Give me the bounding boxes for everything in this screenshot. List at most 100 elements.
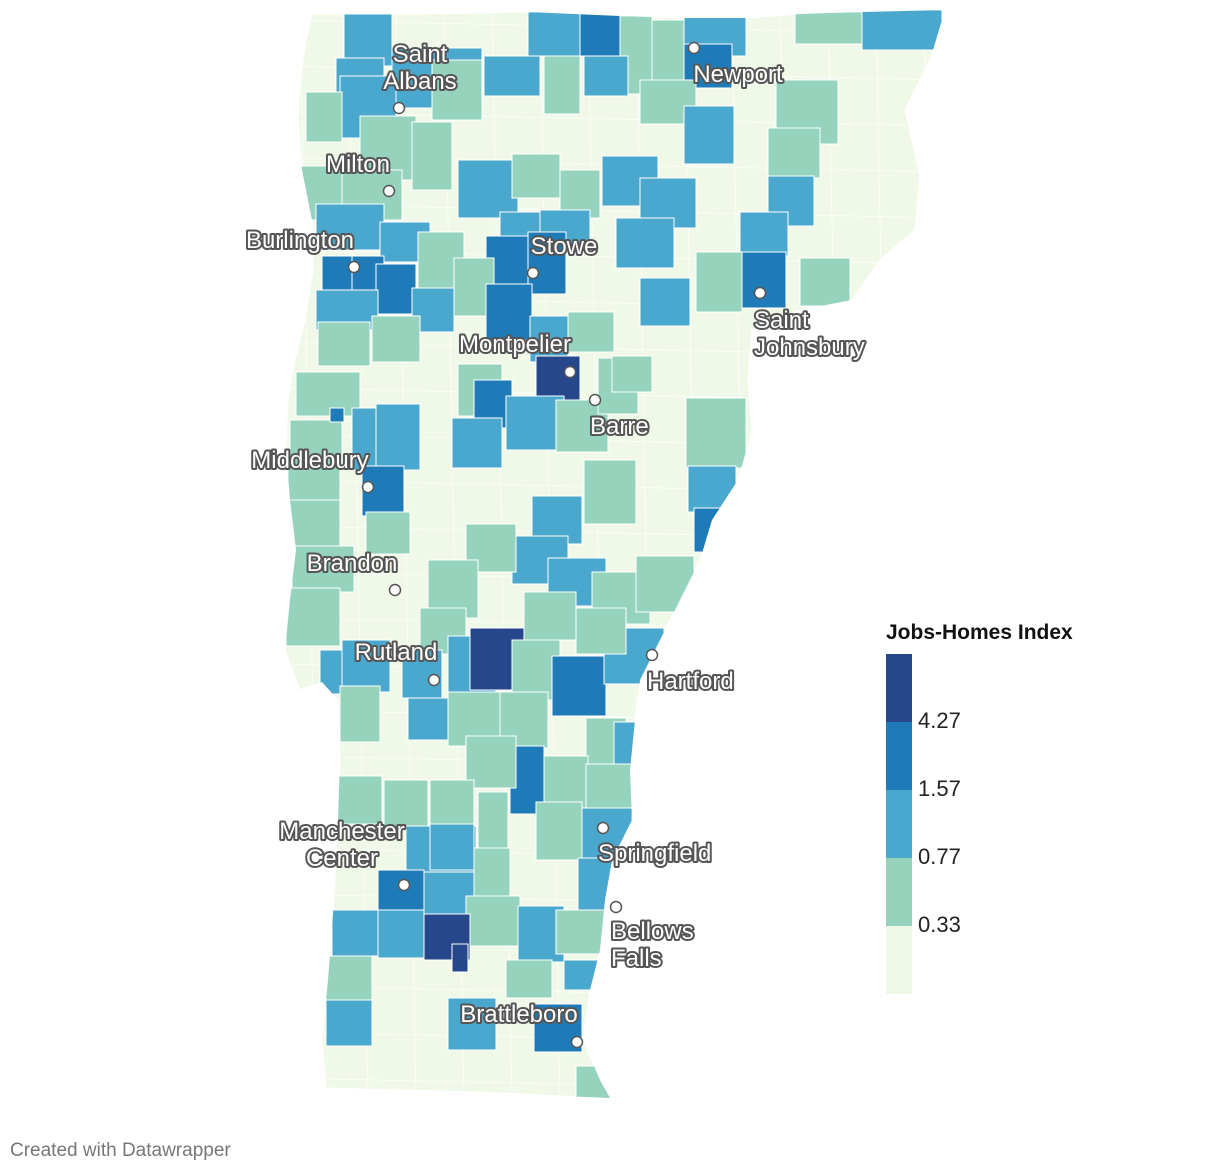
city-dot-icon (397, 878, 411, 892)
city-dot-icon (570, 1035, 584, 1049)
town-shape (543, 755, 589, 809)
town-shape (794, 11, 864, 45)
town-shape (317, 321, 371, 367)
legend-swatch (886, 790, 912, 858)
town-shape (767, 127, 821, 179)
town-shape (477, 791, 509, 849)
city-label: Center (306, 845, 378, 872)
city-label: Johnsbury (754, 334, 865, 361)
town-shape (411, 121, 453, 191)
city-dot-icon (388, 583, 402, 597)
city-label: Stowe (531, 233, 598, 260)
town-shape (329, 407, 345, 423)
town-shape (325, 999, 373, 1047)
city-montpelier: Montpelier (457, 329, 577, 379)
city-label: Barre (590, 413, 649, 440)
town-shape (527, 11, 581, 57)
town-shape (339, 685, 381, 743)
town-shape (457, 159, 519, 219)
legend-tick-4-27: 4.27 (918, 708, 961, 733)
legend-swatch (886, 858, 912, 926)
town-shape (371, 315, 421, 363)
town-shape (365, 511, 411, 555)
town-shape (451, 943, 469, 973)
town-shape (287, 499, 341, 547)
city-barre: Barre (588, 393, 651, 442)
town-shape (799, 257, 851, 307)
town-shape (535, 801, 583, 861)
town-shape (695, 251, 743, 313)
city-dot-icon (361, 480, 375, 494)
town-shape (575, 607, 627, 655)
city-label: Bellows (611, 918, 694, 945)
town-shape (555, 399, 609, 453)
town-shape (575, 1065, 613, 1098)
town-shape (651, 19, 685, 83)
town-shape (567, 311, 615, 353)
city-rutland: Rutland (353, 637, 441, 687)
legend: Jobs-Homes Index 4.27 1.57 0.77 0.33 (886, 621, 1073, 994)
town-shape (431, 59, 483, 121)
town-shape (861, 10, 943, 51)
town-shape (465, 735, 517, 789)
town-shape (635, 555, 695, 613)
legend-tick-0-33: 0.33 (918, 912, 961, 937)
city-hartford: Hartford (645, 648, 736, 697)
town-shape (583, 459, 637, 525)
town-shape (739, 211, 789, 257)
city-label: Rutland (355, 639, 438, 666)
town-shape (585, 763, 633, 809)
city-dot-icon (588, 393, 602, 407)
town-shape (639, 277, 691, 327)
city-label: Brandon (307, 550, 398, 577)
city-brattleboro: Brattleboro (458, 999, 584, 1049)
city-dot-icon (347, 260, 361, 274)
city-label: Saint (754, 307, 809, 334)
town-shape (377, 909, 425, 959)
legend-swatches (886, 654, 912, 994)
town-shape (611, 355, 653, 393)
town-shape (529, 315, 569, 363)
city-label: Brattleboro (460, 1001, 577, 1028)
town-shape (377, 869, 425, 915)
town-shape (465, 895, 521, 947)
town-shape (579, 13, 621, 57)
town-shape (505, 959, 553, 999)
town-shape (289, 419, 343, 461)
town-shape (335, 775, 383, 825)
city-dot-icon (427, 673, 441, 687)
town-shape (739, 251, 787, 309)
town-shape (687, 465, 737, 513)
city-label: Middlebury (251, 447, 368, 474)
city-stowe: Stowe (526, 231, 599, 280)
city-dot-icon (526, 266, 540, 280)
town-shape (511, 153, 561, 199)
legend-title: Jobs-Homes Index (886, 621, 1073, 644)
city-brandon: Brandon (305, 548, 402, 597)
town-shape (683, 105, 735, 165)
town-shape (383, 779, 429, 829)
town-shape (551, 655, 607, 717)
town-shape (305, 91, 343, 143)
town-shape (375, 263, 417, 315)
town-shape (685, 397, 747, 469)
town-shape (693, 507, 731, 553)
town-shape (295, 371, 361, 417)
town-shape (563, 959, 609, 991)
town-shape (473, 847, 511, 897)
city-label: Milton (326, 151, 390, 178)
city-burlington: Burlington (244, 225, 361, 274)
city-label: Falls (611, 945, 662, 972)
town-shape (447, 997, 497, 1051)
legend-swatch (886, 926, 912, 994)
legend-tick-1-57: 1.57 (918, 776, 961, 801)
town-shape (523, 591, 577, 641)
city-label: Montpelier (459, 331, 571, 358)
datawrapper-credit: Created with Datawrapper (10, 1140, 231, 1161)
city-label: Burlington (246, 227, 354, 254)
city-label: Newport (693, 61, 783, 88)
